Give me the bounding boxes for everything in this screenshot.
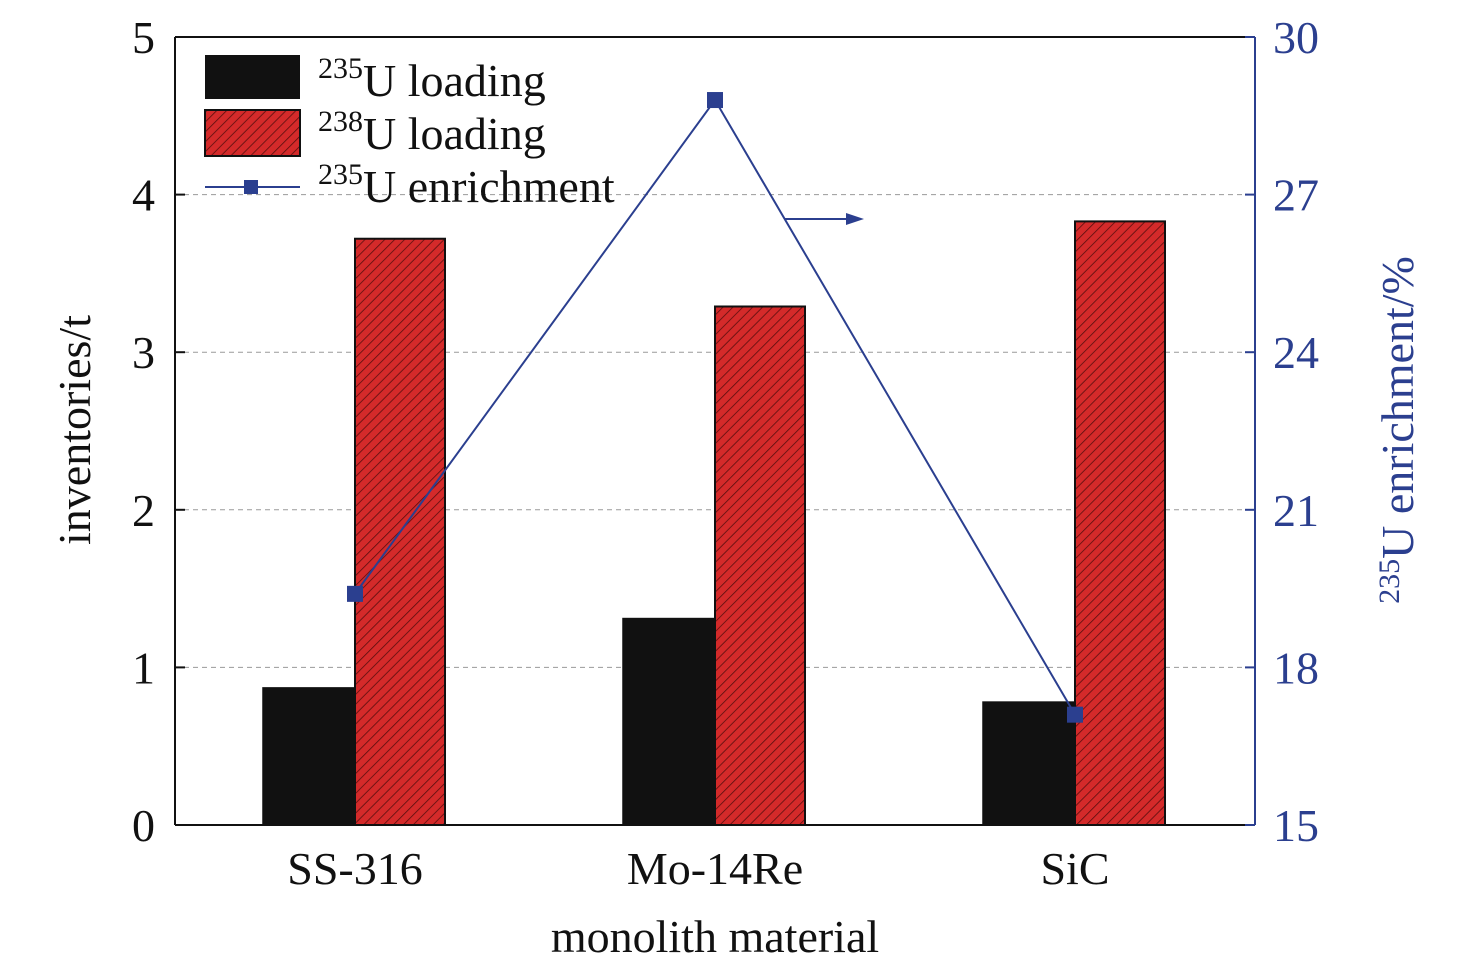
right-tick-label: 15 <box>1273 800 1319 851</box>
bar-238u-loading-sic <box>1074 220 1166 826</box>
right-tick-label: 21 <box>1273 485 1319 536</box>
enrichment-marker-mo-14re <box>707 92 723 109</box>
bar-238u-loading-mo-14re <box>714 305 806 827</box>
legend: 235U loading 238U loading 235U enrichmen… <box>204 52 615 212</box>
legend-label-238u-loading: 238U loading <box>318 105 546 159</box>
left-tick-label: 2 <box>132 485 155 536</box>
enrichment-marker-ss-316 <box>347 585 363 602</box>
enrichment-marker-sic <box>1067 706 1083 723</box>
bars <box>262 220 1166 827</box>
x-tick-label: SiC <box>1040 843 1109 894</box>
right-tick-label: 30 <box>1273 12 1319 63</box>
right-tick-label: 18 <box>1273 642 1319 693</box>
x-tick-label: SS-316 <box>287 843 422 894</box>
y2-axis-title-sup: 235 <box>1373 559 1406 604</box>
left-tick-label: 1 <box>132 642 155 693</box>
legend-label-235u-loading: 235U loading <box>318 52 546 106</box>
bar-235u-loading-sic <box>982 701 1076 826</box>
right-tick-label: 24 <box>1273 327 1319 378</box>
x-axis-title: monolith material <box>551 911 879 962</box>
y-axis-title: inventories/t <box>49 315 100 545</box>
x-tick-label: Mo-14Re <box>627 843 803 894</box>
left-tick-label: 4 <box>132 170 155 221</box>
tick-labels: SS-316 Mo-14Re SiC 0 1 2 3 4 5 15 18 21 24 27 30 <box>132 12 1319 894</box>
legend-label-235u-enrichment: 235U enrichment <box>318 158 615 212</box>
bar-235u-loading-ss-316 <box>262 687 356 826</box>
y2-axis-title-rest: U enrichment/% <box>1372 256 1423 559</box>
enrichment-line <box>347 92 1083 723</box>
legend-swatch-235u-loading <box>205 55 300 99</box>
left-tick-label: 0 <box>132 800 155 851</box>
axes <box>174 36 1256 826</box>
left-tick-label: 3 <box>132 327 155 378</box>
legend-swatch-238u-loading <box>204 109 301 157</box>
left-tick-label: 5 <box>132 12 155 63</box>
bar-235u-loading-mo-14re <box>622 617 716 826</box>
right-axis-arrow <box>785 213 864 225</box>
legend-marker-235u-enrichment <box>244 180 258 194</box>
y2-axis-title: 235U enrichment/% <box>1372 256 1423 604</box>
right-tick-label: 27 <box>1273 170 1319 221</box>
